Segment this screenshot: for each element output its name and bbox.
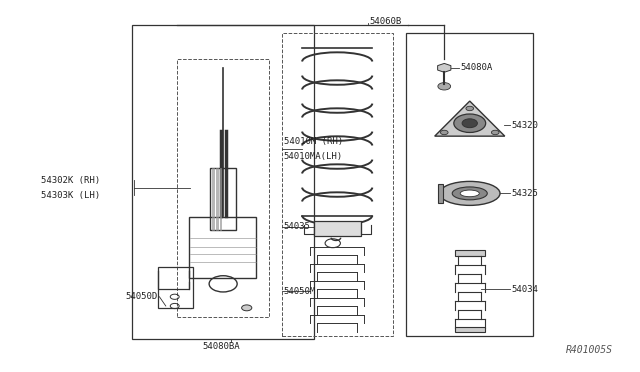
Text: 54050M: 54050M xyxy=(284,287,316,296)
Circle shape xyxy=(438,83,451,90)
Circle shape xyxy=(242,305,252,311)
Text: 54325: 54325 xyxy=(511,189,538,198)
Text: 54320: 54320 xyxy=(511,121,538,129)
Ellipse shape xyxy=(452,187,487,200)
Text: 54035: 54035 xyxy=(284,222,310,231)
Bar xyxy=(177,59,269,317)
Text: 54302K (RH): 54302K (RH) xyxy=(41,176,100,185)
Bar xyxy=(211,167,236,230)
Text: 54080BA: 54080BA xyxy=(202,342,240,351)
Text: 54303K (LH): 54303K (LH) xyxy=(41,191,100,200)
Bar xyxy=(157,267,193,308)
Bar xyxy=(455,327,484,332)
Bar xyxy=(406,33,534,336)
Text: 54050D: 54050D xyxy=(125,292,158,301)
Text: 54080A: 54080A xyxy=(460,63,492,72)
Polygon shape xyxy=(435,101,505,136)
Circle shape xyxy=(462,119,477,128)
Circle shape xyxy=(492,130,499,135)
Ellipse shape xyxy=(460,190,479,197)
Circle shape xyxy=(466,106,474,111)
Text: R401005S: R401005S xyxy=(566,345,613,355)
Text: 54010MA(LH): 54010MA(LH) xyxy=(284,152,343,161)
Circle shape xyxy=(440,130,448,135)
Text: 54010M (RH): 54010M (RH) xyxy=(284,137,343,146)
Text: 54060B: 54060B xyxy=(370,17,402,26)
Bar xyxy=(314,221,362,236)
Text: 54034: 54034 xyxy=(511,285,538,294)
Bar xyxy=(189,217,256,278)
Ellipse shape xyxy=(440,182,500,205)
Bar xyxy=(132,25,314,339)
Bar xyxy=(282,33,394,336)
Bar xyxy=(455,250,484,256)
Circle shape xyxy=(454,114,486,132)
Bar xyxy=(438,184,443,203)
